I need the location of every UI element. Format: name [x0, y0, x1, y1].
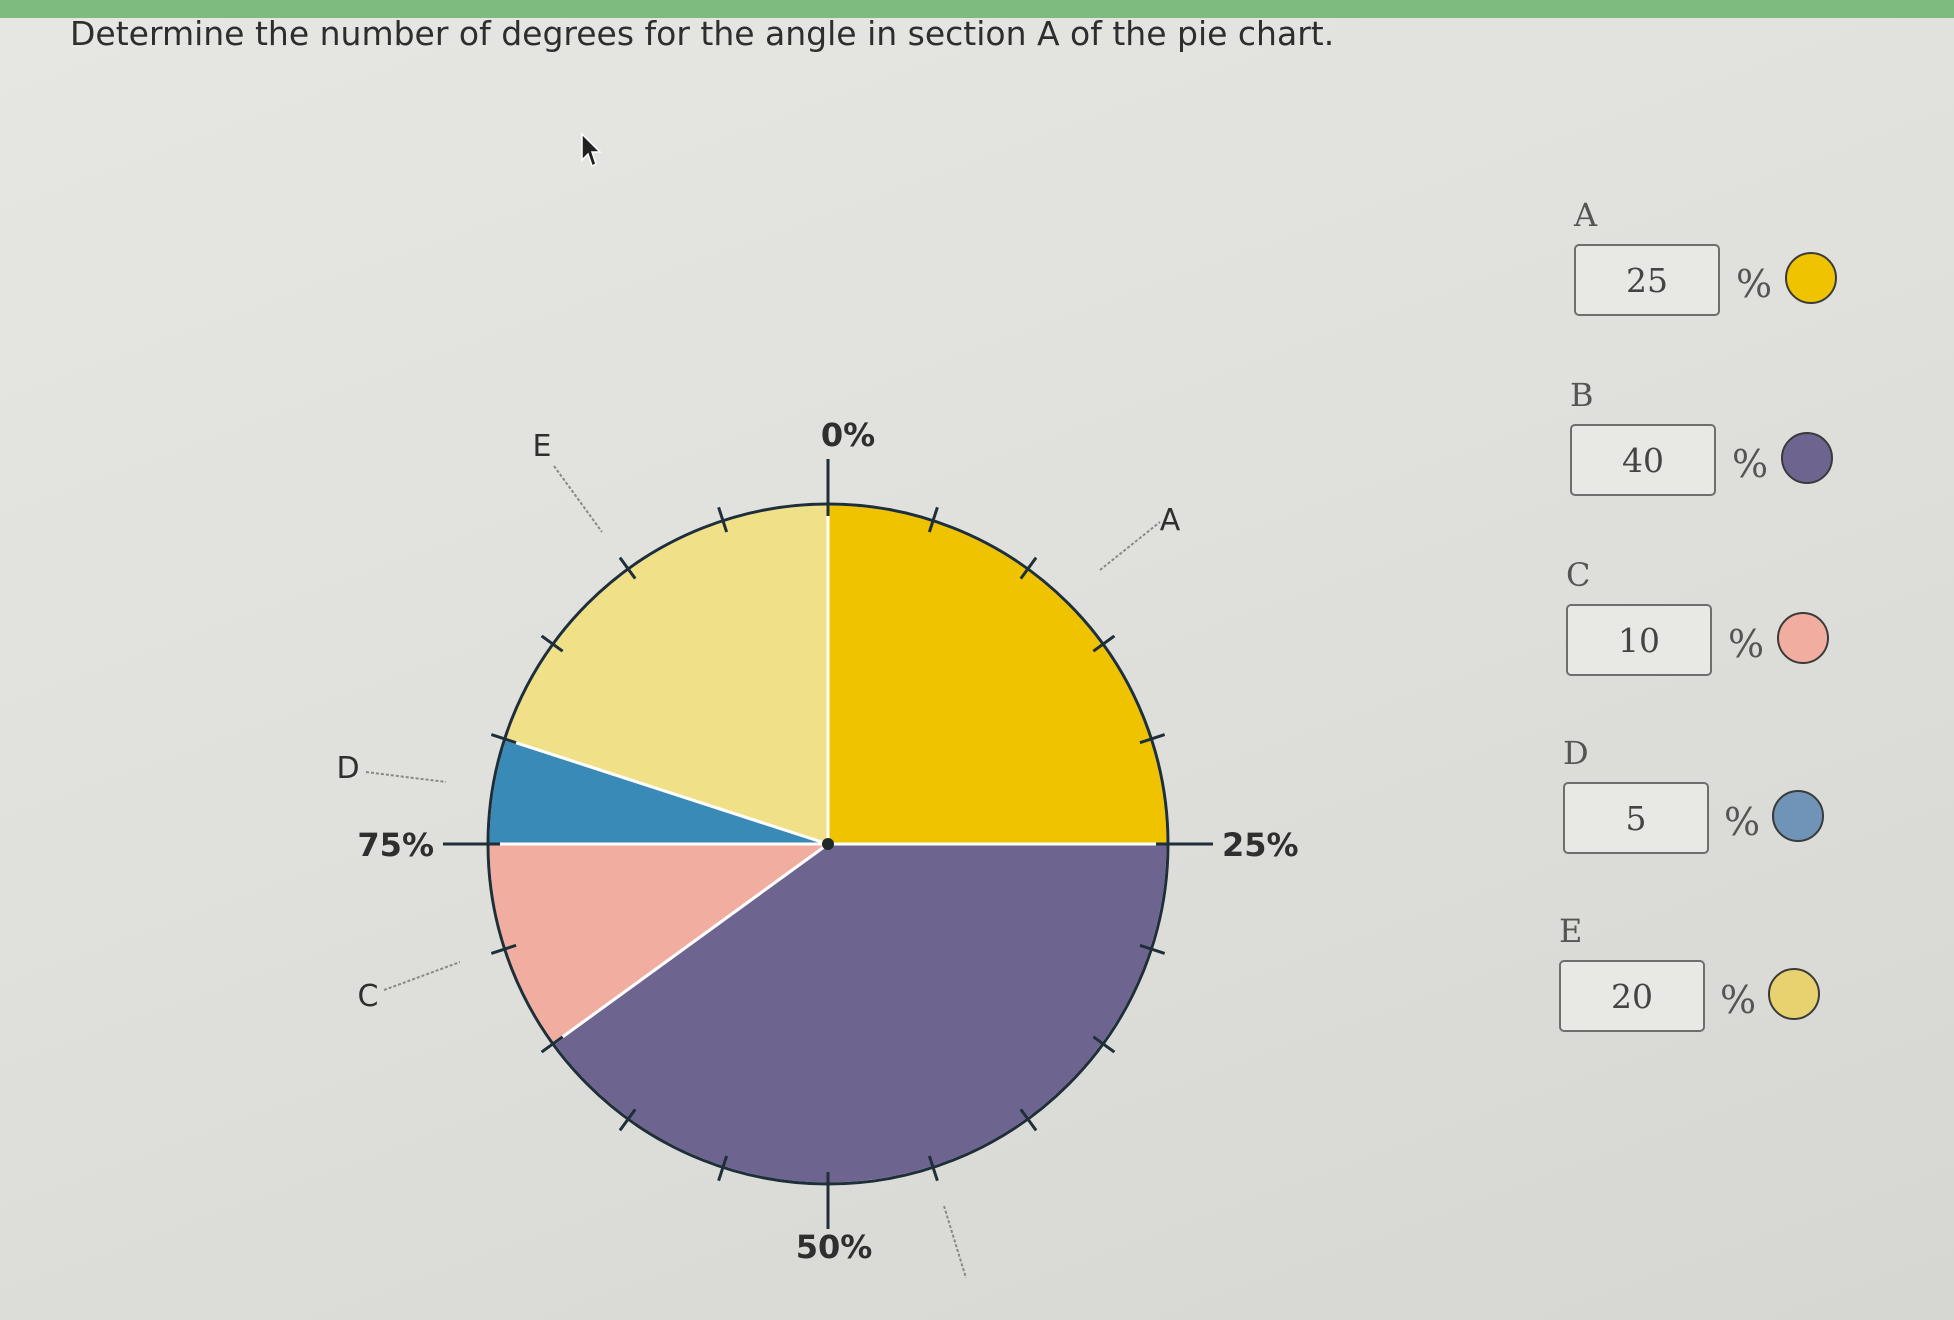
tick-mark	[1092, 634, 1116, 653]
pie-center-dot	[822, 838, 834, 850]
entry-unit-D: %	[1724, 800, 1761, 844]
entry-input-E[interactable]: 20	[1559, 960, 1705, 1032]
tick-label-75: 75%	[357, 826, 434, 864]
tick-mark	[717, 1155, 729, 1182]
leader-line-D	[365, 771, 447, 783]
entry-label-C: C	[1566, 556, 1591, 594]
entry-unit-C: %	[1728, 622, 1765, 666]
pie-slice-A[interactable]	[826, 502, 1170, 846]
entry-input-B[interactable]: 40	[1570, 424, 1716, 496]
color-swatch-C[interactable]	[1777, 612, 1829, 664]
tick-label-25: 25%	[1222, 826, 1299, 864]
tick-mark	[1019, 556, 1038, 580]
top-bar	[0, 0, 1954, 18]
entry-unit-B: %	[1732, 442, 1769, 486]
tick-mark	[540, 1035, 564, 1054]
tick-mark	[540, 634, 564, 653]
entry-unit-A: %	[1736, 262, 1773, 306]
leader-line-C	[383, 961, 461, 991]
tick-label-0: 0%	[821, 416, 875, 454]
color-swatch-B[interactable]	[1781, 432, 1833, 484]
slice-label-A: A	[1160, 503, 1181, 538]
tick-mark	[927, 506, 939, 533]
color-swatch-E[interactable]	[1768, 968, 1820, 1020]
entry-unit-E: %	[1720, 978, 1757, 1022]
entry-label-E: E	[1559, 912, 1583, 950]
leader-line-A	[1099, 521, 1161, 571]
slice-label-E: E	[533, 429, 552, 464]
entry-label-D: D	[1563, 734, 1589, 772]
color-swatch-D[interactable]	[1772, 790, 1824, 842]
entry-label-B: B	[1570, 376, 1594, 414]
tick-mark	[1139, 733, 1166, 745]
entry-input-C[interactable]: 10	[1566, 604, 1712, 676]
tick-mark	[1092, 1035, 1116, 1054]
leader-line-E	[553, 465, 603, 533]
tick-mark	[490, 733, 517, 745]
tick-mark	[1139, 943, 1166, 955]
tick-mark	[1019, 1108, 1038, 1132]
tick-mark	[618, 556, 637, 580]
entry-input-A[interactable]: 25	[1574, 244, 1720, 316]
color-swatch-A[interactable]	[1785, 252, 1837, 304]
slice-label-D: D	[336, 751, 359, 786]
tick-mark	[927, 1155, 939, 1182]
tick-mark	[717, 506, 729, 533]
mouse-cursor-icon	[581, 132, 602, 168]
entry-input-D[interactable]: 5	[1563, 782, 1709, 854]
tick-label-50: 50%	[796, 1228, 873, 1266]
entry-label-A: A	[1574, 196, 1598, 234]
tick-mark	[490, 943, 517, 955]
leader-line-B	[943, 1205, 967, 1279]
question-text: Determine the number of degrees for the …	[70, 14, 1335, 53]
slice-label-C: C	[358, 979, 379, 1014]
tick-mark	[618, 1108, 637, 1132]
